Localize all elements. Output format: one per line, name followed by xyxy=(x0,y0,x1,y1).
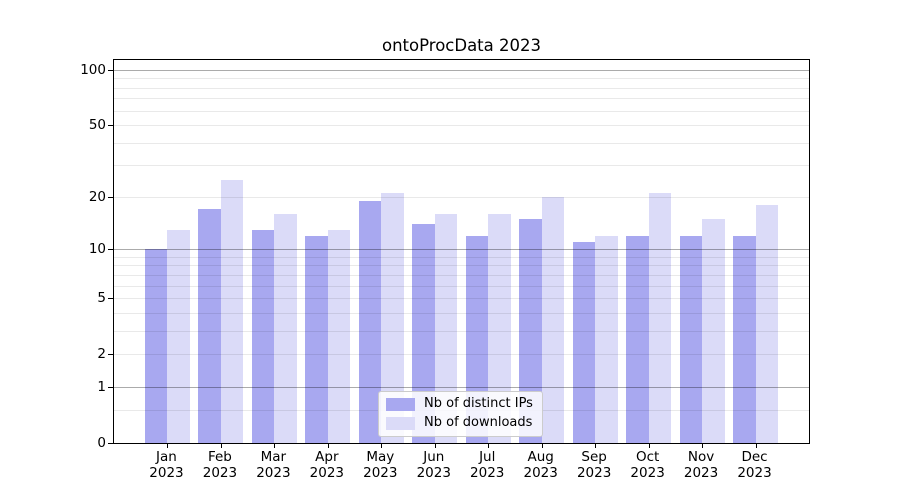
x-tick-label: Jan 2023 xyxy=(149,449,184,481)
gridline-10 xyxy=(114,249,809,250)
gridline-100 xyxy=(114,70,809,71)
gridline-90 xyxy=(114,78,809,79)
gridline-20 xyxy=(114,197,809,198)
y-tick-mark xyxy=(108,249,113,250)
bar-apr-downloads xyxy=(327,229,351,443)
gridline-70 xyxy=(114,98,809,99)
bar-feb-ips xyxy=(198,209,221,443)
legend-item: Nb of distinct IPs xyxy=(386,396,533,412)
bar-aug-ips xyxy=(519,218,542,443)
bar-oct-downloads xyxy=(648,193,672,443)
bar-aug-downloads xyxy=(541,196,565,443)
gridline-9 xyxy=(114,257,809,258)
y-tick-label: 5 xyxy=(97,290,106,307)
bar-jun-ips xyxy=(412,224,435,443)
x-tick-label: Nov 2023 xyxy=(683,449,719,481)
y-tick-label: 50 xyxy=(88,117,106,134)
y-tick-mark xyxy=(108,197,113,198)
chart-title: ontoProcData 2023 xyxy=(382,36,541,55)
bar-sep-ips xyxy=(572,242,596,443)
bar-jan-ips xyxy=(144,249,168,443)
y-tick-mark xyxy=(108,354,113,355)
bar-nov-ips xyxy=(679,235,703,443)
bar-apr-ips xyxy=(305,235,328,443)
x-tick-mark xyxy=(221,444,222,448)
bar-mar-downloads xyxy=(274,214,297,443)
x-tick-label: Jun 2023 xyxy=(416,449,451,481)
x-tick-label: May 2023 xyxy=(363,449,398,481)
legend-label: Nb of downloads xyxy=(424,415,533,430)
y-tick-mark xyxy=(108,387,113,388)
bar-may-downloads xyxy=(381,193,404,443)
y-tick-mark xyxy=(108,443,113,444)
gridline-3 xyxy=(114,331,809,332)
bar-jul-downloads xyxy=(488,214,511,443)
gridline-8 xyxy=(114,265,809,266)
y-tick-label: 10 xyxy=(88,241,106,258)
legend-swatch-distinct-ips xyxy=(386,397,415,411)
y-axis-labels: 0 1 2 5 10 20 50 100 xyxy=(0,0,106,500)
x-tick-label: Jul 2023 xyxy=(470,449,505,481)
bar-may-ips xyxy=(358,200,382,443)
x-tick-label: Aug 2023 xyxy=(523,449,558,481)
plot-area: Nb of distinct IPs Nb of downloads xyxy=(108,59,810,448)
bar-jan-downloads xyxy=(167,229,190,443)
y-tick-mark xyxy=(108,298,113,299)
x-tick-mark xyxy=(595,444,596,448)
bar-mar-ips xyxy=(251,229,275,443)
y-tick-label: 2 xyxy=(97,346,106,363)
x-axis-labels: Jan 2023 Feb 2023 Mar 2023 Apr 2023 May 2023… xyxy=(113,449,808,489)
gridline-80 xyxy=(114,88,809,89)
gridline-50 xyxy=(114,125,809,126)
legend-swatch-downloads xyxy=(386,416,415,430)
legend-label: Nb of distinct IPs xyxy=(424,396,533,411)
gridline-60 xyxy=(114,111,809,112)
x-tick-label: Apr 2023 xyxy=(309,449,345,481)
gridline-2 xyxy=(114,354,809,355)
gridline-6 xyxy=(114,286,809,287)
x-tick-mark xyxy=(435,444,436,448)
x-tick-mark xyxy=(274,444,275,448)
x-tick-label: Mar 2023 xyxy=(256,449,291,481)
gridline-1 xyxy=(114,387,809,388)
x-tick-mark xyxy=(649,444,650,448)
bar-dec-ips xyxy=(733,235,756,443)
y-tick-label: 20 xyxy=(88,188,106,205)
x-tick-label: Dec 2023 xyxy=(737,449,772,481)
x-tick-label: Feb 2023 xyxy=(202,449,238,481)
gridline-7 xyxy=(114,275,809,276)
x-tick-mark xyxy=(328,444,329,448)
bar-dec-downloads xyxy=(755,205,779,443)
gridline-5 xyxy=(114,298,809,299)
legend: Nb of distinct IPs Nb of downloads xyxy=(378,391,543,437)
y-tick-label: 0 xyxy=(97,435,106,451)
x-tick-mark xyxy=(381,444,382,448)
gridline-40 xyxy=(114,143,809,144)
bar-jun-downloads xyxy=(434,214,458,443)
x-tick-mark xyxy=(702,444,703,448)
y-tick-label: 100 xyxy=(80,61,106,78)
bar-nov-downloads xyxy=(702,218,725,443)
bar-oct-ips xyxy=(626,235,649,443)
bar-sep-downloads xyxy=(595,235,618,443)
y-tick-mark xyxy=(108,125,113,126)
y-tick-label: 1 xyxy=(97,378,106,395)
x-tick-label: Sep 2023 xyxy=(576,449,612,481)
x-tick-mark xyxy=(167,444,168,448)
x-tick-mark xyxy=(488,444,489,448)
bar-feb-downloads xyxy=(220,179,244,443)
x-tick-label: Oct 2023 xyxy=(630,449,665,481)
legend-item: Nb of downloads xyxy=(386,415,533,431)
y-tick-mark xyxy=(108,70,113,71)
gridline-4 xyxy=(114,313,809,314)
x-tick-mark xyxy=(542,444,543,448)
x-tick-mark xyxy=(756,444,757,448)
gridline-30 xyxy=(114,165,809,166)
